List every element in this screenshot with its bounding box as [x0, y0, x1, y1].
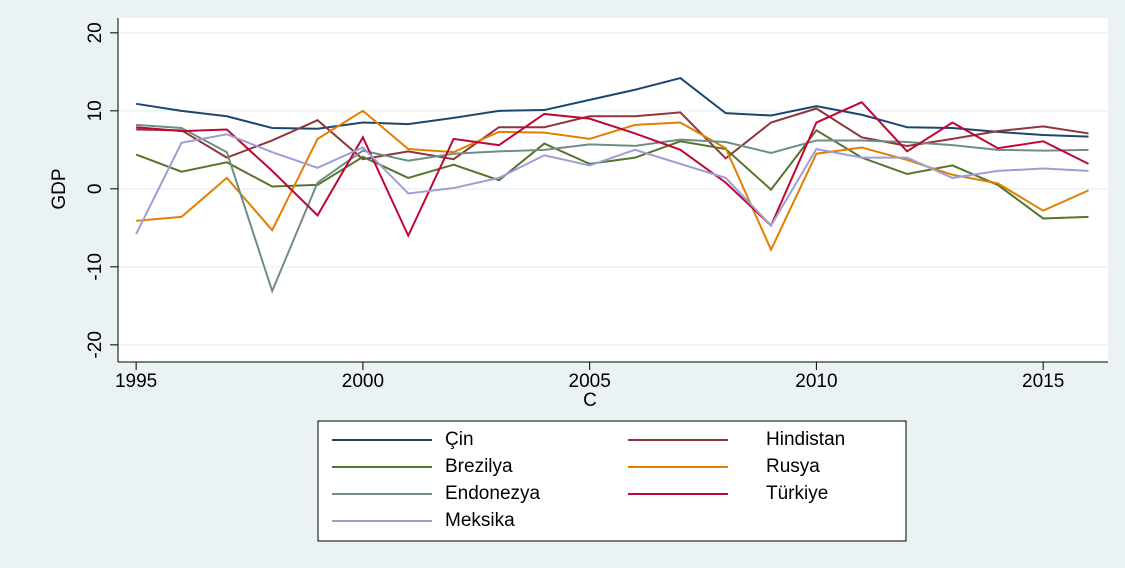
- y-tick-label: 0: [85, 184, 106, 195]
- y-tick-label: -20: [85, 331, 106, 358]
- legend-label: Hindistan: [766, 429, 845, 450]
- plot-area: [118, 18, 1108, 362]
- legend-label: Brezilya: [445, 456, 513, 477]
- series-line: [135, 76, 1089, 138]
- x-tick-label: 2000: [342, 371, 384, 392]
- y-tick-label: -10: [85, 253, 106, 280]
- series-line: [136, 101, 1089, 239]
- legend-label: Türkiye: [766, 483, 828, 504]
- y-axis-title: GDP: [49, 168, 70, 209]
- series-line: [135, 133, 1089, 235]
- legend-label: Rusya: [766, 456, 820, 477]
- series-line: [136, 123, 1089, 294]
- x-tick-label: 1995: [115, 371, 157, 392]
- x-tick-label: 2015: [1022, 371, 1064, 392]
- x-axis-title: C: [583, 390, 597, 411]
- y-tick-label: 10: [85, 100, 106, 121]
- x-tick-label: 2010: [795, 371, 837, 392]
- x-tick-label: 2005: [569, 371, 611, 392]
- series-line: [136, 107, 1089, 161]
- legend-label: Endonezya: [445, 483, 541, 504]
- legend-label: Çin: [445, 429, 474, 450]
- y-tick-label: 20: [85, 22, 106, 43]
- legend-label: Meksika: [445, 510, 515, 531]
